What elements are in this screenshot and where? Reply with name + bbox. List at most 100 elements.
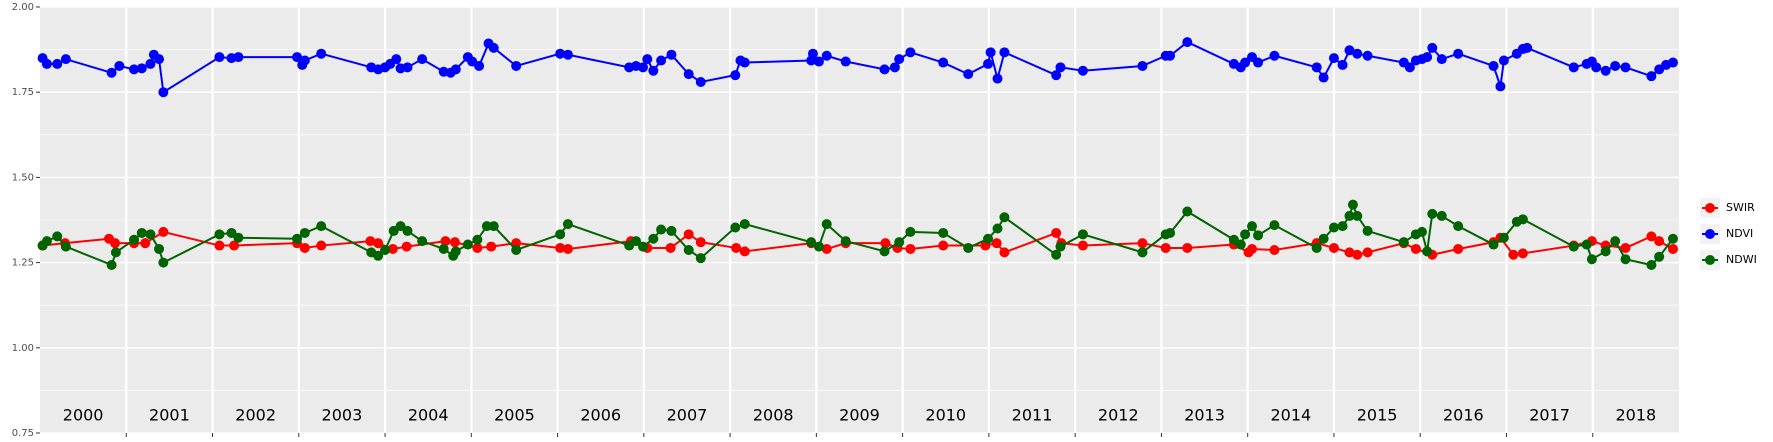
- year-label: 2013: [1184, 406, 1225, 425]
- data-point: [1517, 248, 1528, 259]
- data-point: [292, 233, 303, 244]
- data-point: [905, 47, 916, 58]
- data-point: [894, 237, 905, 248]
- data-point: [938, 227, 949, 238]
- year-label: 2011: [1012, 406, 1053, 425]
- data-point: [450, 246, 461, 257]
- data-point: [1362, 225, 1373, 236]
- data-point: [110, 247, 121, 258]
- data-point: [1646, 71, 1657, 82]
- data-point: [1165, 50, 1176, 61]
- data-point: [963, 69, 974, 80]
- data-point: [1269, 50, 1280, 61]
- data-point: [1654, 236, 1665, 247]
- data-point: [813, 241, 824, 252]
- data-point: [840, 236, 851, 247]
- data-point: [52, 58, 63, 69]
- data-point: [648, 233, 659, 244]
- data-point: [1051, 227, 1062, 238]
- data-point: [666, 49, 677, 60]
- data-point: [1667, 57, 1678, 68]
- data-point: [683, 229, 694, 240]
- data-point: [60, 54, 71, 65]
- data-point: [316, 240, 327, 251]
- data-point: [1337, 59, 1348, 70]
- data-point: [1328, 242, 1339, 253]
- data-point: [905, 226, 916, 237]
- data-point: [1667, 233, 1678, 244]
- legend-dot: [1705, 255, 1715, 265]
- data-point: [233, 232, 244, 243]
- data-point: [1404, 62, 1415, 73]
- data-point: [488, 221, 499, 232]
- data-point: [106, 67, 117, 78]
- data-point: [391, 54, 402, 65]
- data-point: [136, 227, 147, 238]
- data-point: [1337, 221, 1348, 232]
- data-point: [992, 73, 1003, 84]
- data-point: [806, 237, 817, 248]
- legend-dot: [1705, 229, 1715, 239]
- data-point: [656, 224, 667, 235]
- data-point: [1646, 259, 1657, 270]
- data-point: [316, 221, 327, 232]
- series-line: [42, 230, 1674, 256]
- data-point: [889, 62, 900, 73]
- data-point: [983, 58, 994, 69]
- data-point: [985, 47, 996, 58]
- data-point: [299, 227, 310, 238]
- data-point: [983, 233, 994, 244]
- data-point: [1165, 227, 1176, 238]
- y-tick-label: 0.75: [12, 428, 34, 439]
- data-point: [401, 241, 412, 252]
- data-point: [1568, 62, 1579, 73]
- data-point: [813, 56, 824, 67]
- data-point: [1453, 48, 1464, 59]
- data-point: [214, 240, 225, 251]
- data-point: [880, 238, 891, 249]
- data-point: [373, 250, 384, 261]
- data-point: [1344, 247, 1355, 258]
- data-point: [1586, 254, 1597, 265]
- data-point: [1160, 242, 1171, 253]
- year-label: 2008: [753, 406, 794, 425]
- data-point: [631, 236, 642, 247]
- data-point: [963, 242, 974, 253]
- data-point: [1488, 239, 1499, 250]
- legend-label: SWIR: [1726, 201, 1755, 214]
- data-point: [894, 54, 905, 65]
- data-point: [999, 247, 1010, 258]
- data-point: [380, 244, 391, 255]
- data-point: [992, 223, 1003, 234]
- data-point: [562, 219, 573, 230]
- data-point: [511, 60, 522, 71]
- data-point: [562, 49, 573, 60]
- data-point: [1182, 206, 1193, 217]
- data-point: [1646, 231, 1657, 242]
- data-point: [1495, 81, 1506, 92]
- data-point: [1352, 210, 1363, 221]
- y-tick-label: 1.25: [12, 258, 34, 269]
- data-point: [1318, 72, 1329, 83]
- data-point: [730, 70, 741, 81]
- year-label: 2012: [1098, 406, 1139, 425]
- data-point: [41, 58, 52, 69]
- data-point: [1568, 241, 1579, 252]
- data-point: [637, 62, 648, 73]
- data-point: [373, 238, 384, 249]
- data-point: [665, 242, 676, 253]
- data-point: [695, 253, 706, 264]
- data-point: [555, 229, 566, 240]
- data-point: [1398, 237, 1409, 248]
- data-point: [136, 63, 147, 74]
- data-point: [739, 246, 750, 257]
- data-point: [562, 243, 573, 254]
- data-point: [299, 242, 310, 253]
- data-point: [1436, 210, 1447, 221]
- data-point: [1137, 247, 1148, 258]
- data-point: [440, 236, 451, 247]
- data-point: [1352, 48, 1363, 59]
- data-point: [1055, 241, 1066, 252]
- year-label: 2000: [63, 406, 104, 425]
- data-point: [1344, 45, 1355, 56]
